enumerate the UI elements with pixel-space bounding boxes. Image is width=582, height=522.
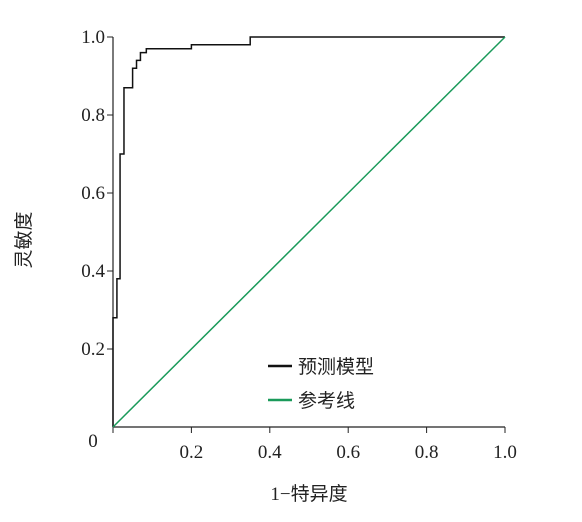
y-tick-label: 0.4 (81, 261, 105, 282)
x-tick-label: 0.4 (258, 442, 282, 463)
legend-label: 参考线 (298, 390, 355, 412)
x-axis-label: 1−特异度 (270, 483, 347, 505)
y-tick-label: 0.2 (81, 339, 105, 360)
y-tick-label: 0.6 (81, 183, 105, 204)
x-tick-label: 1.0 (493, 442, 517, 463)
legend-label: 预测模型 (298, 356, 374, 378)
x-tick-label: 0.8 (415, 442, 439, 463)
x-tick-label: 0 (88, 431, 98, 452)
series-line (112, 36, 506, 428)
y-axis-label: 灵敏度 (13, 211, 35, 268)
y-tick-label: 0.8 (81, 105, 105, 126)
y-tick-label: 1.0 (81, 27, 105, 48)
x-tick-label: 0.6 (336, 442, 360, 463)
series-line (112, 36, 505, 427)
x-tick-label: 0.2 (180, 442, 204, 463)
